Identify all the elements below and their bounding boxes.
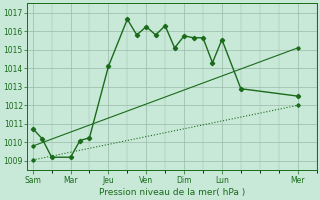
X-axis label: Pression niveau de la mer( hPa ): Pression niveau de la mer( hPa ) [99,188,245,197]
